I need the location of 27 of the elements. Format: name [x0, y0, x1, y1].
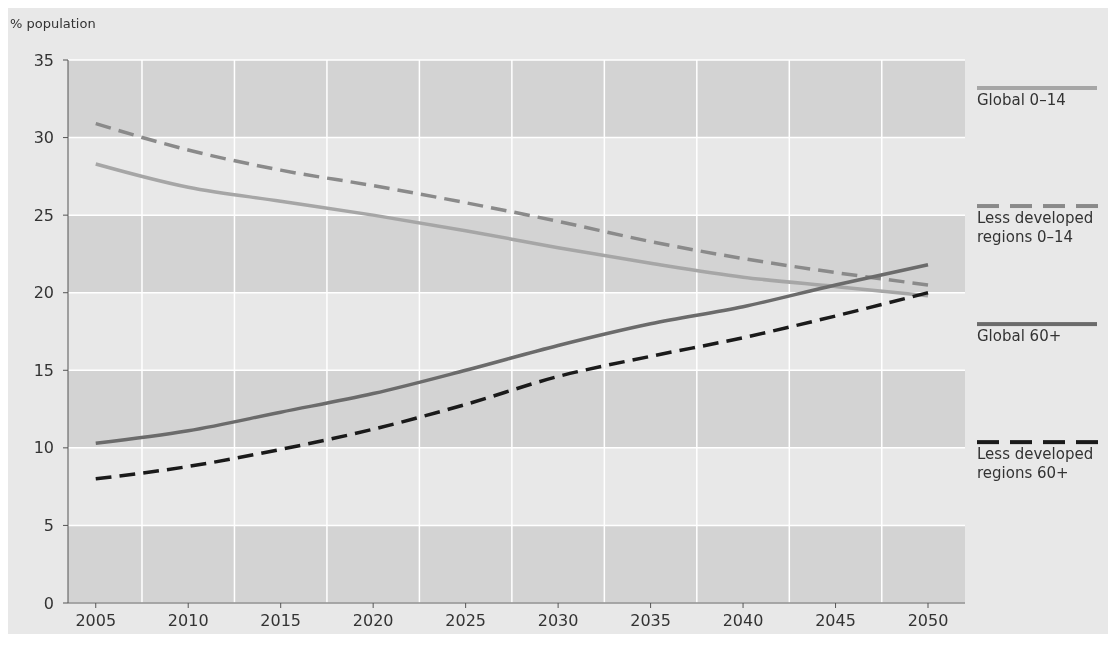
y-tick-label: 20 — [33, 283, 54, 303]
x-tick-label: 2035 — [630, 611, 671, 630]
legend-label: Global 60+ — [977, 327, 1062, 346]
line-series — [93, 121, 930, 287]
y-tick-label: 30 — [33, 128, 54, 148]
y-tick-label: 0 — [43, 593, 54, 613]
x-tick-label: 2040 — [722, 611, 764, 630]
line-series — [93, 290, 930, 481]
y-tick-label: 15 — [33, 360, 54, 380]
y-tick-label: 35 — [33, 50, 54, 70]
line-series — [93, 263, 930, 445]
x-tick-label: 2050 — [907, 611, 949, 630]
x-tick-label: 2010 — [167, 611, 209, 630]
legend-label: Global 0–14 — [977, 91, 1066, 109]
y-axis-title: % population — [10, 16, 96, 31]
x-tick-label: 2015 — [260, 611, 302, 630]
y-tick-label: 25 — [33, 205, 54, 225]
y-tick-label: 5 — [43, 516, 54, 536]
x-tick-label: 2020 — [352, 611, 394, 630]
legend-label: Less developed regions 0–14 — [977, 209, 1094, 247]
y-tick-label: 10 — [33, 438, 54, 458]
line-series — [93, 162, 930, 298]
legend-label: Less developed regions 60+ — [977, 445, 1094, 483]
x-tick-label: 2005 — [75, 611, 117, 630]
x-tick-label: 2045 — [815, 611, 856, 630]
x-tick-label: 2025 — [445, 611, 486, 630]
x-tick-label: 2030 — [537, 611, 579, 630]
